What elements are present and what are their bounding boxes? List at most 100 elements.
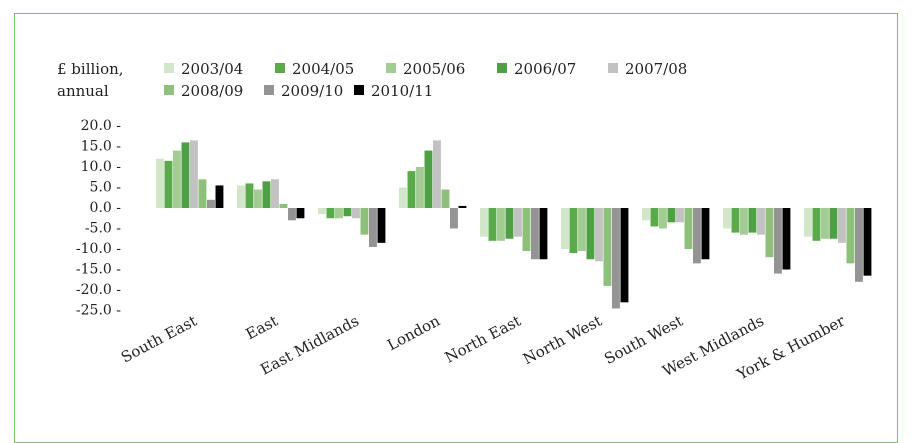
bar-group <box>561 208 629 309</box>
x-category-label: East <box>243 312 281 344</box>
legend-item: 2004/05 <box>275 60 354 78</box>
legend-item: 2003/04 <box>164 60 243 78</box>
legend-item: 2005/06 <box>386 60 465 78</box>
bar <box>458 205 467 208</box>
x-category-label: North West <box>520 312 605 369</box>
bar <box>399 187 407 208</box>
bar <box>838 208 846 243</box>
bar <box>215 185 224 208</box>
x-category-label: London <box>384 311 443 354</box>
bar <box>804 208 812 237</box>
bar <box>578 208 586 252</box>
bar <box>450 208 458 229</box>
bar <box>360 208 369 235</box>
legend-item: 2010/11 <box>354 82 433 100</box>
y-axis-label: £ billion, annual <box>57 60 124 100</box>
legend: 2003/04 2004/05 2005/06 2006/07 2007/08 2008/… <box>164 60 687 100</box>
bar <box>642 208 650 221</box>
bar <box>488 208 497 241</box>
legend-label: 2005/06 <box>403 60 465 78</box>
legend-label: 2008/09 <box>181 82 243 100</box>
bar-group <box>804 208 872 282</box>
bar <box>156 158 164 208</box>
bar <box>318 208 326 215</box>
y-axis: 20.0 - 15.0 - 10.0 - 5.0 - 0.0 - -5.0 - -10.0 … <box>76 118 121 319</box>
y-tick-label: -20.0 - <box>76 282 121 298</box>
bar <box>863 208 872 276</box>
legend-item: 2006/07 <box>497 60 576 78</box>
bar <box>262 181 271 208</box>
legend-swatch <box>354 85 364 95</box>
bar <box>377 208 386 243</box>
legend-swatch <box>386 63 396 73</box>
y-tick-label: 10.0 - <box>81 159 122 175</box>
bar-group <box>399 140 467 229</box>
bar <box>731 208 740 233</box>
bar <box>198 179 207 208</box>
bar <box>326 208 335 219</box>
bar <box>352 208 360 219</box>
bar-group <box>480 208 548 260</box>
bar <box>693 208 701 264</box>
bar <box>505 208 514 239</box>
bar <box>407 171 416 208</box>
y-tick-label: -5.0 - <box>85 221 121 237</box>
legend-label: 2009/10 <box>281 82 343 100</box>
legend-swatch <box>608 63 618 73</box>
y-tick-label: 15.0 - <box>81 139 122 155</box>
bar <box>748 208 757 233</box>
bar <box>561 208 569 249</box>
bar-group <box>723 208 791 274</box>
bar <box>723 208 731 229</box>
bar <box>586 208 595 260</box>
legend-label: 2003/04 <box>181 60 243 78</box>
y-tick-label: -25.0 - <box>76 303 121 319</box>
bar <box>369 208 377 247</box>
bar-group <box>318 208 386 247</box>
bar <box>207 199 215 208</box>
bar-group <box>237 179 305 221</box>
legend-label: 2007/08 <box>625 60 687 78</box>
bar <box>740 208 748 235</box>
bar <box>620 208 629 303</box>
legend-label: 2004/05 <box>292 60 354 78</box>
bar <box>190 140 198 208</box>
bar <box>181 142 190 208</box>
bar <box>659 208 667 229</box>
bar <box>288 208 296 221</box>
bar <box>441 189 450 208</box>
bar <box>765 208 774 258</box>
bar <box>424 150 433 208</box>
bar <box>612 208 620 309</box>
legend-swatch <box>264 85 274 95</box>
bar <box>531 208 539 260</box>
y-tick-label: 0.0 - <box>90 200 122 216</box>
y-tick-label: 5.0 - <box>90 180 122 196</box>
bar <box>603 208 612 286</box>
bar <box>237 185 245 208</box>
bar <box>757 208 765 235</box>
y-tick-label: -15.0 - <box>76 262 121 278</box>
legend-label: 2006/07 <box>514 60 576 78</box>
bar <box>821 208 829 239</box>
bar <box>846 208 855 264</box>
y-axis-label-line-1: £ billion, <box>57 60 124 78</box>
bar <box>497 208 505 241</box>
bar <box>164 160 173 208</box>
bar-group <box>642 208 710 264</box>
legend-item: 2008/09 <box>164 82 243 100</box>
bar <box>829 208 838 239</box>
bar <box>254 189 262 208</box>
bar <box>173 150 181 208</box>
legend-item: 2009/10 <box>264 82 343 100</box>
bar <box>296 208 305 219</box>
bar <box>433 140 441 208</box>
bar <box>480 208 488 237</box>
bar <box>522 208 531 252</box>
bar <box>650 208 659 227</box>
bars <box>156 140 872 309</box>
bar <box>245 183 254 208</box>
bar <box>539 208 548 260</box>
